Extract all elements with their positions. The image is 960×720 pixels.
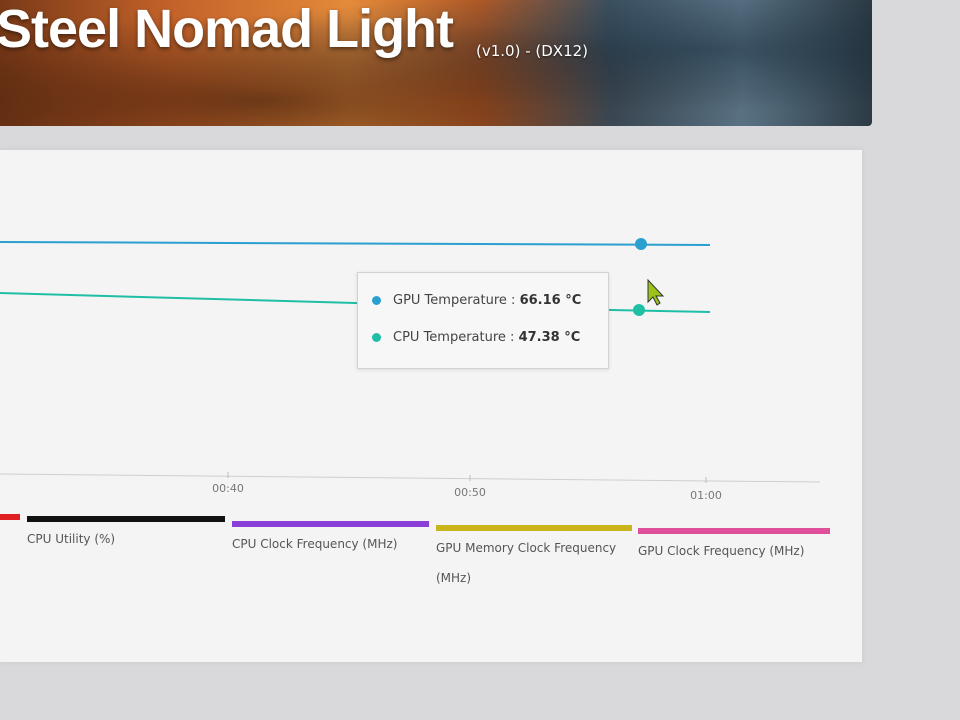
gpu-temperature-line: [0, 241, 711, 246]
benchmark-banner: Steel Nomad Light (v1.0) - (DX12): [0, 0, 872, 126]
benchmark-version: (v1.0) - (DX12): [476, 42, 589, 60]
tooltip-label: CPU Temperature :: [393, 330, 519, 345]
legend-label: GPU Clock Frequency (MHz): [638, 544, 805, 558]
tooltip-value: 66.16 °C: [519, 293, 582, 308]
legend-swatch: [436, 525, 632, 531]
monitoring-chart-panel: [0, 150, 862, 662]
legend-item-gpu-memory-clock[interactable]: GPU Memory Clock Frequency (MHz): [436, 525, 632, 593]
legend-label: CPU Utility (%): [27, 532, 116, 546]
legend-swatch: [27, 516, 225, 522]
tooltip-value: 47.38 °C: [518, 330, 581, 345]
x-axis: [0, 473, 821, 483]
x-tick-label: 00:40: [212, 482, 244, 495]
legend-swatch: [232, 521, 429, 527]
chart-tooltip: GPU Temperature : 66.16 °C CPU Temperatu…: [357, 272, 609, 369]
x-tick-label: 01:00: [690, 489, 722, 502]
tooltip-gpu-temperature: GPU Temperature : 66.16 °C: [372, 293, 581, 308]
legend-item-cpu-utility[interactable]: CPU Utility (%): [27, 516, 225, 554]
legend-item-gpu-clock[interactable]: GPU Clock Frequency (MHz): [638, 528, 830, 566]
mouse-cursor-icon: [647, 278, 665, 306]
legend-item-cpu-clock[interactable]: CPU Clock Frequency (MHz): [232, 521, 429, 559]
gpu-series-dot-icon: [372, 296, 381, 305]
legend-label: GPU Memory Clock Frequency (MHz): [436, 541, 617, 585]
benchmark-title: Steel Nomad Light: [0, 0, 454, 59]
legend-label: CPU Clock Frequency (MHz): [232, 537, 398, 551]
cpu-temperature-hover-point: [633, 304, 645, 316]
legend-item[interactable]: [0, 514, 20, 520]
legend-swatch: [638, 528, 830, 534]
legend-swatch: [0, 514, 20, 520]
banner-artwork: [0, 0, 872, 126]
tooltip-label: GPU Temperature :: [393, 293, 520, 308]
tooltip-cpu-temperature: CPU Temperature : 47.38 °C: [372, 330, 580, 345]
gpu-temperature-hover-point: [635, 238, 647, 250]
cpu-series-dot-icon: [372, 333, 381, 342]
x-tick-label: 00:50: [454, 486, 486, 499]
